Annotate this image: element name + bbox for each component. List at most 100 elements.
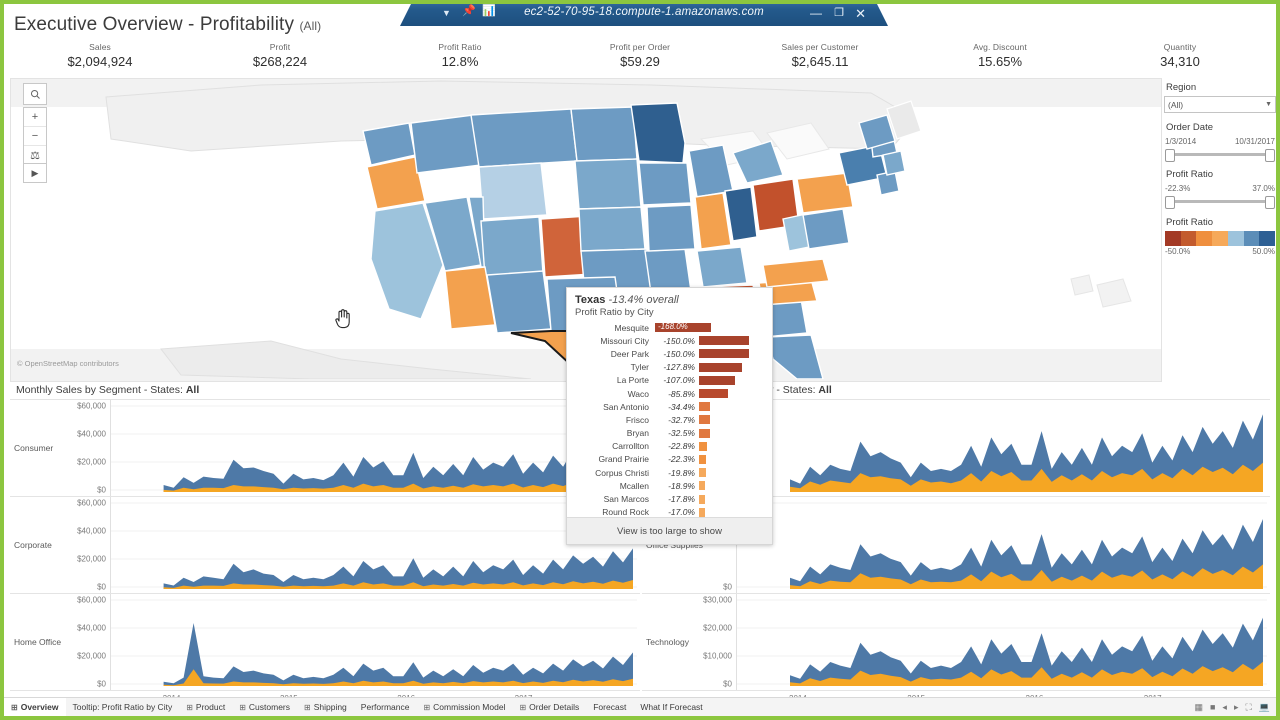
tab-overview[interactable]: ⊞ Overview: [4, 698, 66, 716]
kpi-value: 15.65%: [977, 54, 1023, 69]
chart-row[interactable]: Corporate $60,000 $40,000 $20,000 $0: [10, 496, 640, 593]
close-button[interactable]: ✕: [855, 6, 866, 21]
legend-swatch: [1227, 231, 1244, 246]
tab-shipping[interactable]: ⊞ Shipping: [297, 698, 354, 716]
tooltip-row: Mesquite -168.0%: [575, 321, 764, 334]
tooltip-value-label: -107.0%: [663, 375, 695, 386]
mouse-cursor-hand-icon: [335, 309, 350, 329]
tab-customers[interactable]: ⊞ Customers: [232, 698, 297, 716]
sheet-tab-bar[interactable]: ⊞ Overview Tooltip: Profit Ratio by City ⊞ P…: [4, 697, 1276, 716]
y-axis-tick: $20,000: [77, 554, 106, 564]
slider-handle-left[interactable]: [1165, 196, 1175, 209]
prev-icon[interactable]: ◂: [1222, 701, 1227, 712]
us-states-map[interactable]: [11, 79, 1159, 379]
browser-url: ec2-52-70-95-18.compute-1.amazonaws.com: [524, 6, 764, 18]
profit-ratio-legend-label: Profit Ratio: [1166, 217, 1213, 228]
kpi-value: $2,094,924: [67, 54, 133, 69]
kpi-label: Profit Ratio: [438, 42, 482, 52]
tooltip-row: Mcallen -18.9%: [575, 479, 764, 492]
profit-ratio-slider[interactable]: [1165, 195, 1275, 209]
region-filter-label: Region: [1166, 82, 1197, 93]
tooltip-overall-ratio: -13.4% overall: [608, 294, 679, 306]
chart-title-segment-text: Monthly Sales by Segment - States:: [16, 384, 186, 396]
chevron-down-icon[interactable]: ▼: [442, 8, 451, 18]
minimize-button[interactable]: —: [810, 6, 822, 20]
choropleth-map[interactable]: + − ⚖ ▶ © OpenStreetMap contributors: [11, 79, 1161, 381]
tooltip-row: Grand Prairie -22.3%: [575, 453, 764, 466]
sheet-icon: ⊞: [519, 702, 527, 712]
dashboard-icon[interactable]: ■: [1209, 702, 1216, 712]
tooltip-value-label: -18.9%: [668, 480, 695, 491]
next-icon[interactable]: ▸: [1233, 701, 1239, 712]
zoom-out-button[interactable]: −: [24, 127, 46, 146]
tooltip-row: La Porte -107.0%: [575, 374, 764, 387]
chart-row[interactable]: Consumer $60,000 $40,000 $20,000 $0: [10, 399, 640, 496]
tab-order-details[interactable]: ⊞ Order Details: [512, 698, 586, 716]
profit-area: [790, 661, 1263, 686]
slider-handle-right[interactable]: [1265, 149, 1275, 162]
chart-title-segment-states: All: [185, 384, 200, 396]
zoom-in-button[interactable]: +: [24, 108, 46, 127]
order-date-slider[interactable]: [1165, 148, 1275, 162]
tooltip-row: Carrollton -22.8%: [575, 440, 764, 453]
map-search-button[interactable]: [23, 83, 47, 105]
kpi-label: Sales: [89, 42, 111, 52]
pin-icon[interactable]: 📌: [462, 5, 476, 17]
fit-icon[interactable]: ⛶: [1245, 701, 1252, 712]
chart-plot-area[interactable]: [110, 497, 637, 593]
tooltip-city-label: Tyler: [630, 362, 649, 373]
tab-performance[interactable]: Performance: [354, 698, 417, 716]
page-title-text: Executive Overview - Profitability: [14, 14, 295, 35]
tab-product[interactable]: ⊞ Product: [179, 698, 232, 716]
legend-swatch: [1196, 231, 1213, 246]
kpi-avg-discount: Avg. Discount 15.65%: [910, 42, 1090, 74]
y-axis: $60,000 $40,000 $20,000 $0: [64, 497, 110, 593]
tooltip-city-label: Corpus Christi: [595, 467, 649, 478]
chart-row-label: Office Supplies: [646, 540, 704, 550]
map-zoom-tools[interactable]: + − ⚖: [23, 107, 47, 165]
present-icon[interactable]: 💻: [1258, 701, 1270, 712]
tooltip-subtitle: Profit Ratio by City: [575, 307, 654, 318]
tab-label: Performance: [360, 702, 410, 712]
profit-ratio-min: -22.3%: [1165, 184, 1191, 193]
tooltip-value-label: -127.8%: [663, 362, 695, 373]
chart-plot-area[interactable]: [110, 400, 637, 496]
layout-icon[interactable]: ▦: [1194, 701, 1203, 712]
map-pin-icon[interactable]: ⚖: [30, 149, 40, 162]
kpi-profit: Profit $268,224: [190, 42, 370, 74]
y-axis-tick: $40,000: [77, 526, 106, 536]
map-toolbar-expand-button[interactable]: ▶: [23, 163, 47, 183]
tooltip-footer-message: View is too large to show: [567, 517, 772, 544]
order-date-filter-label: Order Date: [1166, 122, 1213, 133]
statusbar-icons[interactable]: ▦ ■ ◂ ▸ ⛶ 💻: [1194, 702, 1270, 713]
tab-what-if-forecast[interactable]: What If Forecast: [633, 698, 709, 716]
tab-forecast[interactable]: Forecast: [586, 698, 633, 716]
chart-plot-area[interactable]: [736, 497, 1267, 593]
kpi-value: 34,310: [1160, 54, 1200, 69]
tab-label: Forecast: [593, 702, 627, 712]
chart-plot-area[interactable]: [110, 594, 637, 690]
kpi-sales: Sales $2,094,924: [10, 42, 190, 74]
tab-commission-model[interactable]: ⊞ Commission Model: [416, 698, 512, 716]
chart-plot-area[interactable]: [736, 400, 1266, 496]
profit-area: [790, 462, 1263, 492]
region-filter-dropdown[interactable]: (All) ▼: [1164, 96, 1276, 113]
chart-row[interactable]: Technology $30,000 $20,000 $10,000 $0: [642, 593, 1270, 690]
area-series-svg: [111, 405, 637, 492]
tooltip-bar: [699, 428, 710, 438]
tooltip-bar: [699, 468, 706, 478]
slider-handle-left[interactable]: [1165, 149, 1175, 162]
chart-row-label: Corporate: [14, 540, 52, 550]
slider-handle-right[interactable]: [1265, 196, 1275, 209]
legend-swatch: [1180, 231, 1197, 246]
chart-plot-area[interactable]: [736, 594, 1267, 690]
tab-tooltip-profit-ratio-by-city[interactable]: Tooltip: Profit Ratio by City: [66, 698, 180, 716]
chart-body-segment[interactable]: Consumer $60,000 $40,000 $20,000 $0 Corporate…: [10, 399, 640, 709]
chart-row[interactable]: Home Office $60,000 $40,000 $20,000 $0: [10, 593, 640, 690]
map-tooltip[interactable]: Texas -13.4% overall Profit Ratio by Cit…: [566, 287, 773, 545]
map-pane[interactable]: + − ⚖ ▶ © OpenStreetMap contributors: [10, 78, 1162, 382]
maximize-button[interactable]: ❐: [834, 7, 844, 19]
bar-chart-icon[interactable]: 📊: [482, 5, 496, 17]
monthly-sales-by-segment-pane[interactable]: Monthly Sales by Segment - States: All C…: [10, 382, 640, 703]
filters-sidebar[interactable]: Region (All) ▼ Order Date 1/3/2014 10/31…: [1164, 78, 1276, 380]
